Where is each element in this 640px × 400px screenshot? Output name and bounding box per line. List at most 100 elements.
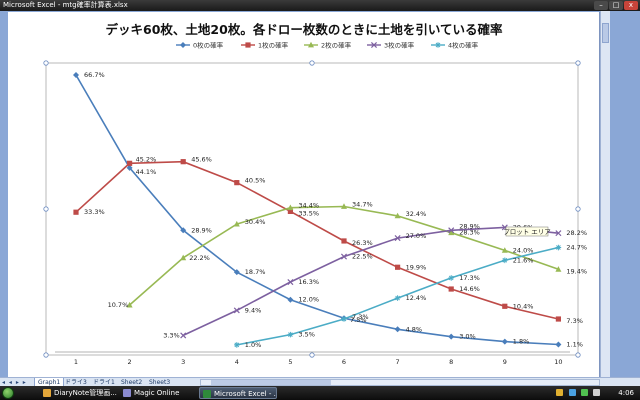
- legend-marker: [245, 42, 251, 48]
- data-point: [180, 227, 187, 234]
- tray-icon[interactable]: [556, 389, 564, 396]
- data-point: [501, 338, 508, 345]
- data-label: 1.8%: [513, 338, 530, 346]
- data-label: 4.8%: [406, 325, 423, 333]
- data-point: [394, 326, 401, 333]
- window-side-frame: [610, 11, 640, 377]
- hscroll-thumb[interactable]: [211, 380, 331, 385]
- maximize-button[interactable]: □: [609, 1, 623, 10]
- data-point: [394, 235, 401, 242]
- minimize-button[interactable]: –: [594, 1, 608, 10]
- window-title: Microsoft Excel - mtg確率計算表.xlsx: [3, 1, 128, 9]
- data-point: [127, 160, 133, 166]
- horizontal-scrollbar[interactable]: [200, 379, 600, 386]
- legend-entry: 3枚の確率: [384, 41, 415, 50]
- data-label: 40.5%: [245, 177, 266, 185]
- data-label: 19.9%: [406, 263, 427, 271]
- data-label: 32.4%: [406, 210, 427, 218]
- tab-sheet2[interactable]: Sheet2: [121, 379, 143, 386]
- tab-sheet3[interactable]: Sheet3: [149, 379, 171, 386]
- data-point: [394, 295, 401, 301]
- tray-icon[interactable]: [593, 389, 600, 396]
- data-point: [555, 316, 561, 322]
- data-label: 21.6%: [513, 256, 534, 264]
- selection-handle[interactable]: [575, 352, 581, 358]
- selection-handle[interactable]: [43, 206, 49, 212]
- taskbar-item-label: DiaryNote管理画...: [54, 389, 117, 397]
- data-label: 18.7%: [245, 268, 266, 276]
- selection-handle[interactable]: [43, 352, 49, 358]
- data-label: 7.3%: [566, 317, 583, 325]
- chart-sheet[interactable]: デッキ60枚、土地20枚。各ドロー枚数のときに土地を引いている確率 0枚の確率 1枚…: [8, 12, 600, 384]
- data-label: 27.0%: [406, 232, 427, 240]
- sheet-nav-arrows[interactable]: ◂ ◂ ▸ ▸: [2, 379, 27, 386]
- data-point: [126, 301, 133, 308]
- plot-area-tooltip: [505, 226, 549, 237]
- data-point: [448, 229, 455, 236]
- taskbar-item-label: Magic Online: [134, 389, 180, 397]
- selection-handle[interactable]: [575, 206, 581, 212]
- data-label: 24.7%: [566, 244, 587, 252]
- data-label: 16.3%: [298, 278, 319, 286]
- data-point: [287, 208, 293, 214]
- data-point: [73, 72, 79, 78]
- taskbar-item-magic-online[interactable]: Magic Online: [120, 387, 196, 399]
- tab-dry3[interactable]: ドライ3: [65, 379, 87, 386]
- x-tick-label: 7: [396, 358, 400, 366]
- data-point: [341, 316, 347, 322]
- taskbar-item-label: Microsoft Excel - ...: [214, 390, 277, 398]
- data-label: 66.7%: [84, 71, 105, 79]
- legend-marker: [435, 42, 441, 48]
- taskbar-item-excel[interactable]: Microsoft Excel - ...: [199, 387, 277, 399]
- data-point: [341, 238, 347, 244]
- data-label: 19.4%: [566, 267, 587, 275]
- series-line[interactable]: [75, 160, 559, 320]
- series-line[interactable]: [182, 226, 559, 337]
- data-label: 3.0%: [459, 333, 476, 341]
- taskbar: DiaryNote管理画... Magic Online Microsoft E…: [0, 386, 640, 400]
- legend-entry: 0枚の確率: [193, 41, 224, 50]
- data-point: [73, 209, 79, 215]
- plot-area-tooltip-text: プロット エリア: [503, 228, 551, 236]
- selection-handle[interactable]: [309, 60, 315, 66]
- data-point: [555, 341, 562, 348]
- x-tick-label: 1: [74, 358, 78, 366]
- series-line[interactable]: [75, 74, 559, 346]
- taskbar-item-diarynote[interactable]: DiaryNote管理画...: [40, 387, 118, 399]
- data-label: 12.0%: [298, 296, 319, 304]
- data-point: [502, 303, 508, 309]
- tray-icon[interactable]: [568, 389, 576, 396]
- data-label: 1.1%: [566, 340, 583, 348]
- data-point: [180, 254, 187, 261]
- vertical-scrollbar[interactable]: [600, 11, 610, 377]
- data-label: 14.6%: [459, 285, 480, 293]
- x-tick-label: 8: [449, 358, 453, 366]
- selection-handle[interactable]: [43, 60, 49, 66]
- start-button[interactable]: [2, 387, 14, 399]
- data-label: 3.5%: [298, 331, 315, 339]
- data-label: 10.7%: [108, 301, 129, 309]
- clock[interactable]: 4:06: [618, 389, 634, 397]
- data-label: 30.4%: [245, 218, 266, 226]
- data-point: [448, 227, 455, 234]
- data-point: [555, 244, 562, 251]
- tray-icon[interactable]: [580, 389, 588, 396]
- line-chart[interactable]: デッキ60枚、土地20枚。各ドロー枚数のときに土地を引いている確率 0枚の確率 1枚…: [8, 12, 600, 374]
- data-point: [502, 257, 508, 264]
- x-tick-label: 5: [288, 358, 292, 366]
- data-label: 7.5%: [350, 316, 367, 324]
- x-tick-label: 3: [181, 358, 185, 366]
- close-button[interactable]: x: [624, 1, 638, 10]
- selection-handle[interactable]: [575, 60, 581, 66]
- data-label: 10.4%: [513, 302, 534, 310]
- legend-entry: 4枚の確率: [448, 41, 479, 50]
- data-label: 1.0%: [245, 341, 262, 349]
- excel-icon: [203, 390, 211, 398]
- data-label: 34.4%: [298, 202, 319, 210]
- legend-marker: [308, 41, 314, 48]
- data-point: [234, 180, 240, 186]
- data-point: [287, 279, 294, 286]
- selection-handle[interactable]: [309, 352, 315, 358]
- tab-dry1[interactable]: ドライ1: [93, 379, 115, 386]
- scroll-thumb[interactable]: [602, 23, 609, 43]
